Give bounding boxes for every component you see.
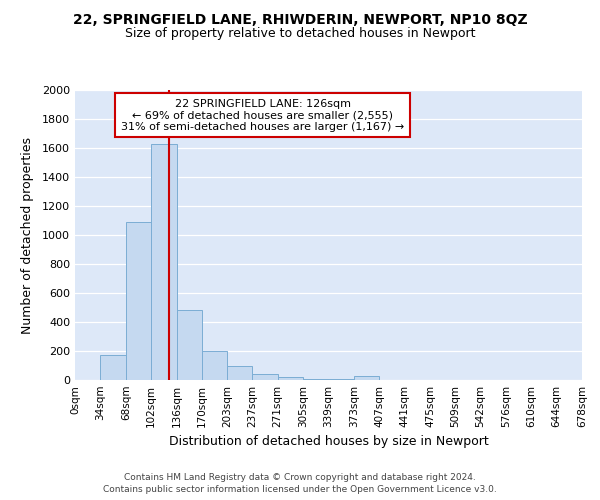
Y-axis label: Number of detached properties: Number of detached properties (20, 136, 34, 334)
Bar (354, 376, 379, 380)
Bar (176, 310, 202, 380)
Text: 22, SPRINGFIELD LANE, RHIWDERIN, NEWPORT, NP10 8QZ: 22, SPRINGFIELD LANE, RHIWDERIN, NEWPORT… (73, 12, 527, 26)
Bar (202, 351, 227, 380)
Bar (278, 377, 303, 380)
Bar (303, 378, 329, 380)
Text: 22 SPRINGFIELD LANE: 126sqm
← 69% of detached houses are smaller (2,555)
31% of : 22 SPRINGFIELD LANE: 126sqm ← 69% of det… (121, 98, 404, 132)
Bar (227, 366, 252, 380)
Bar (126, 222, 151, 380)
Bar (151, 144, 176, 380)
Bar (100, 356, 126, 380)
X-axis label: Distribution of detached houses by size in Newport: Distribution of detached houses by size … (169, 436, 488, 448)
Text: Contains HM Land Registry data © Crown copyright and database right 2024.
Contai: Contains HM Land Registry data © Crown c… (103, 472, 497, 494)
Bar (329, 378, 354, 380)
Text: Size of property relative to detached houses in Newport: Size of property relative to detached ho… (125, 28, 475, 40)
Bar (252, 374, 278, 380)
